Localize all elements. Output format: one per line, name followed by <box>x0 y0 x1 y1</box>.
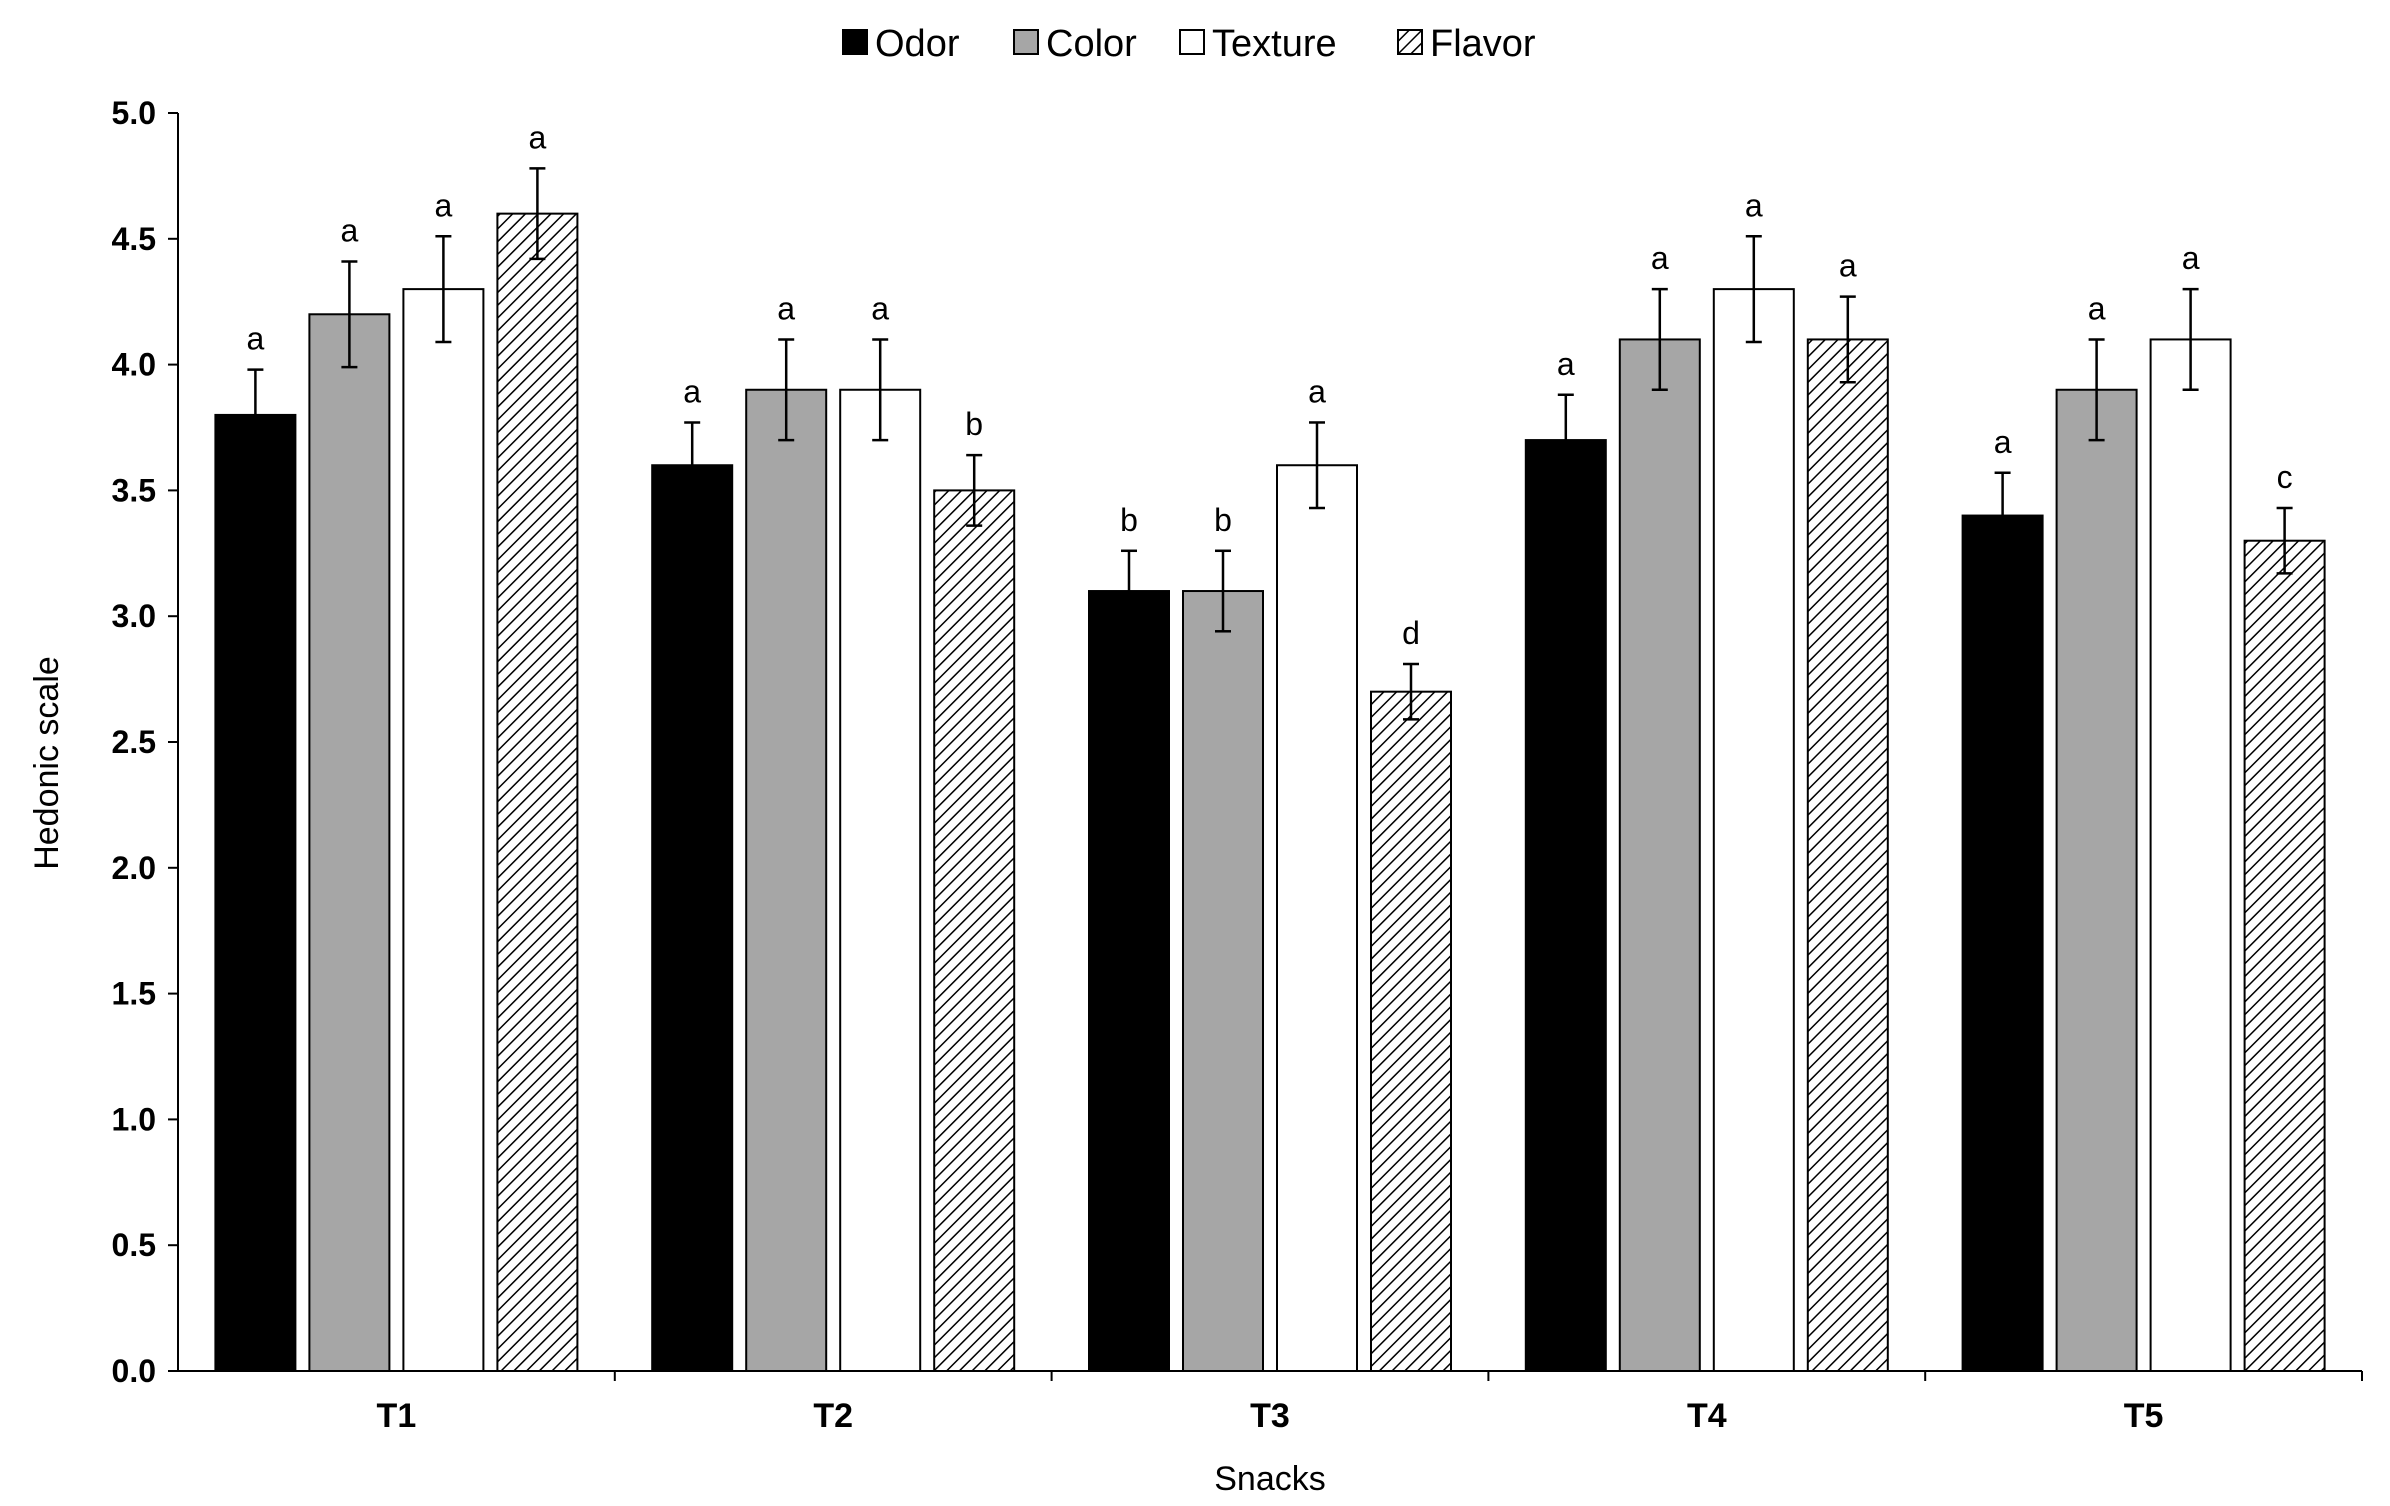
significance-label: a <box>341 212 359 248</box>
bar-color-t2 <box>745 388 828 1372</box>
significance-label: a <box>2088 290 2106 326</box>
bar-texture-t2 <box>839 388 922 1372</box>
significance-label: c <box>2277 459 2293 495</box>
significance-label: a <box>1308 373 1326 409</box>
bar-flavor-t3 <box>1370 690 1452 1372</box>
bar-flavor-t4 <box>1806 338 1889 1373</box>
legend: Odor Color Texture Flavor <box>842 23 1536 65</box>
x-tick-label: T4 <box>1687 1397 1727 1435</box>
legend-label-odor: Odor <box>875 23 960 65</box>
bar-flavor-t2 <box>933 489 1016 1372</box>
x-axis-ticks: T1 T2 T3 T4 T5 <box>377 1371 2363 1435</box>
legend-swatch-color <box>1013 29 1039 55</box>
significance-label: b <box>1120 502 1138 538</box>
significance-label: a <box>1839 248 1857 284</box>
bar-color-t5 <box>2055 388 2138 1372</box>
significance-label: b <box>1214 502 1232 538</box>
bar-odor-t4 <box>1524 439 1607 1372</box>
bar-odor-t5 <box>1961 514 2044 1372</box>
significance-label: b <box>965 406 983 442</box>
significance-label: a <box>2182 240 2200 276</box>
legend-swatch-texture <box>1179 29 1205 55</box>
legend-label-flavor: Flavor <box>1430 23 1536 65</box>
bar-texture-t3 <box>1276 464 1358 1372</box>
significance-label: a <box>871 290 889 326</box>
bar-color-t4 <box>1618 338 1701 1373</box>
y-tick-label: 0.0 <box>112 1353 156 1389</box>
bar-color-t3 <box>1182 590 1264 1372</box>
significance-label: a <box>777 290 795 326</box>
bar-color-t1 <box>308 313 391 1372</box>
legend-swatch-odor <box>842 29 868 55</box>
significance-label: a <box>247 321 265 357</box>
significance-label: a <box>1745 187 1763 223</box>
bar-odor-t3 <box>1088 590 1170 1372</box>
bar-flavor-t5 <box>2243 539 2326 1372</box>
y-tick-label: 2.5 <box>112 724 156 760</box>
significance-label: a <box>1651 240 1669 276</box>
y-tick-label: 4.5 <box>112 221 156 257</box>
y-tick-label: 3.5 <box>112 472 156 508</box>
significance-label: a <box>1557 346 1575 382</box>
y-tick-label: 3.0 <box>112 598 156 634</box>
significance-label: a <box>435 187 453 223</box>
bar-texture-t1 <box>402 288 485 1372</box>
significance-label: d <box>1402 615 1420 651</box>
bar-odor-t2 <box>651 464 734 1372</box>
bar-texture-t4 <box>1712 288 1795 1372</box>
bar-odor-t1 <box>214 413 297 1373</box>
x-tick-label: T5 <box>2124 1397 2164 1435</box>
bars: a a a a a a a b b b a d a a a a a a a c <box>214 119 2326 1373</box>
legend-swatch-flavor <box>1397 29 1423 55</box>
x-tick-label: T2 <box>813 1397 853 1435</box>
y-axis-title: Hedonic scale <box>28 656 66 870</box>
bar-texture-t5 <box>2149 338 2232 1373</box>
legend-label-color: Color <box>1046 23 1137 65</box>
y-tick-label: 1.0 <box>112 1101 156 1137</box>
y-tick-label: 0.5 <box>112 1227 156 1263</box>
y-tick-label: 1.5 <box>112 976 156 1012</box>
y-tick-label: 5.0 <box>112 95 156 131</box>
x-axis-title: Snacks <box>1214 1460 1326 1498</box>
y-axis-ticks: 0.0 0.5 1.0 1.5 2.0 2.5 3.0 3.5 4.0 4.5 5.0 <box>112 95 178 1389</box>
significance-label: a <box>529 119 547 155</box>
x-tick-label: T1 <box>377 1397 417 1435</box>
x-tick-label: T3 <box>1250 1397 1290 1435</box>
legend-label-texture: Texture <box>1212 23 1337 65</box>
y-tick-label: 4.0 <box>112 347 156 383</box>
significance-label: a <box>683 373 701 409</box>
y-tick-label: 2.0 <box>112 850 156 886</box>
bar-flavor-t1 <box>496 212 579 1372</box>
significance-label: a <box>1994 424 2012 460</box>
